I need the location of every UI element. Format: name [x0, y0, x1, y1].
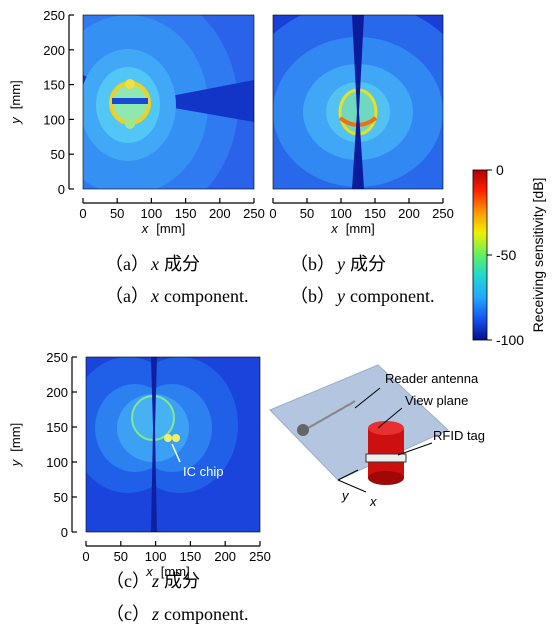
panel: 0 50 100 150 200 250 x [mm] 0 50 100 150 200 250 y [mm]…	[8, 8, 265, 306]
axis-var: y	[8, 116, 23, 125]
x-tick-label: 100	[330, 206, 352, 221]
y-tick-label: 100	[46, 455, 68, 470]
caption-text: 成分	[350, 254, 386, 274]
diagram-label: Reader antenna	[385, 371, 479, 386]
y-tick-label: 0	[61, 525, 68, 540]
x-axis-label: x [mm]	[330, 221, 374, 236]
x-tick-label: 50	[300, 206, 314, 221]
plot-frame	[85, 356, 261, 533]
field-map	[83, 15, 254, 189]
axis-unit: [mm]	[161, 564, 190, 579]
y-tick-label: 200	[43, 43, 65, 58]
x-axis-label: x [mm]	[141, 221, 185, 236]
y-tick-label: 150	[43, 78, 65, 93]
setup-diagram	[269, 364, 449, 493]
caption-label: （c）	[106, 604, 150, 624]
x-tick-label: 200	[398, 206, 420, 221]
x-tick-label: 150	[364, 206, 386, 221]
colorbar-ticks: 0 -50 -100	[487, 162, 524, 348]
caption-text: component.	[164, 604, 248, 624]
caption-var: y	[335, 286, 345, 306]
caption-var: x	[150, 254, 159, 274]
colorbar-label: Receiving sensitivity [dB]	[530, 178, 546, 333]
annotation-arrow	[171, 443, 181, 463]
y-tick-label: 250	[43, 8, 65, 23]
x-tick-label: 0	[79, 206, 86, 221]
x-tick-label: 150	[175, 206, 197, 221]
axis-var: x	[145, 564, 153, 579]
axis-unit: [mm]	[8, 423, 23, 452]
caption-var: z	[151, 604, 159, 624]
caption: （b） y component.	[290, 286, 434, 306]
x-tick-label: 100	[141, 206, 163, 221]
annotation: IC chip	[183, 464, 223, 479]
caption-label: （a）	[105, 286, 149, 306]
x-tick-label: 250	[432, 206, 454, 221]
plot-frame	[272, 14, 444, 190]
x-tick-label: 100	[145, 549, 167, 564]
y-axis-label: y [mm]	[8, 423, 23, 467]
y-tick-label: 250	[46, 350, 68, 365]
axis-unit: [mm]	[8, 80, 23, 109]
y-tick-label: 100	[43, 112, 65, 127]
caption-text: component.	[350, 286, 434, 306]
caption-text: 成分	[164, 254, 200, 274]
caption: （c） z 成分	[106, 571, 200, 591]
y-tick-label: 50	[51, 147, 65, 162]
caption: （a） x 成分	[105, 254, 200, 274]
caption: （c） z component.	[106, 604, 249, 624]
caption-label: （b）	[290, 286, 335, 306]
colorbar-tick-label: -50	[496, 247, 516, 263]
field-map	[86, 357, 260, 532]
axis-var: y	[8, 458, 23, 467]
colorbar-tick-label: -100	[496, 332, 524, 348]
x-tick-label: 0	[82, 549, 89, 564]
diagram-axis-label: x	[369, 494, 377, 509]
colorbar	[472, 169, 488, 341]
diagram-axis-label: y	[341, 488, 350, 503]
axis-var: x	[330, 221, 338, 236]
caption-var: y	[335, 254, 345, 274]
x-tick-label: 0	[269, 206, 276, 221]
x-tick-label: 50	[110, 206, 124, 221]
caption-label: （a）	[105, 254, 149, 274]
caption-var: x	[150, 286, 159, 306]
x-tick-label: 250	[249, 549, 271, 564]
caption: （a） x component.	[105, 286, 248, 306]
caption: （b） y 成分	[290, 254, 386, 274]
y-tick-label: 50	[54, 490, 68, 505]
y-axis-label: y [mm]	[8, 80, 23, 124]
y-tick-label: 150	[46, 420, 68, 435]
field-map	[273, 15, 443, 189]
x-tick-label: 250	[243, 206, 265, 221]
x-tick-label: 50	[114, 549, 128, 564]
caption-label: （c）	[106, 571, 150, 591]
x-tick-label: 200	[209, 206, 231, 221]
axis-var: x	[141, 221, 149, 236]
panel: 0 50 100 150 200 250 x [mm] 0 50 100 150 200 250 y [mm]…	[8, 350, 271, 624]
y-tick-label: 200	[46, 385, 68, 400]
plot-frame	[82, 14, 255, 190]
caption-text: component.	[164, 286, 248, 306]
axis-unit: [mm]	[346, 221, 375, 236]
caption-text: 成分	[164, 571, 200, 591]
x-tick-label: 150	[180, 549, 202, 564]
caption-label: （b）	[290, 254, 335, 274]
y-tick-label: 0	[58, 182, 65, 197]
x-axis-label: x [mm]	[145, 564, 189, 579]
diagram-label: RFID tag	[433, 428, 485, 443]
panels: 0 50 100 150 200 250 x [mm] 0 50 100 150 200 250 y [mm]…	[8, 8, 454, 624]
colorbar-tick-label: 0	[496, 162, 504, 178]
caption-var: z	[151, 571, 159, 591]
axis-unit: [mm]	[156, 221, 185, 236]
x-tick-label: 200	[214, 549, 236, 564]
diagram-label: View plane	[405, 393, 468, 408]
